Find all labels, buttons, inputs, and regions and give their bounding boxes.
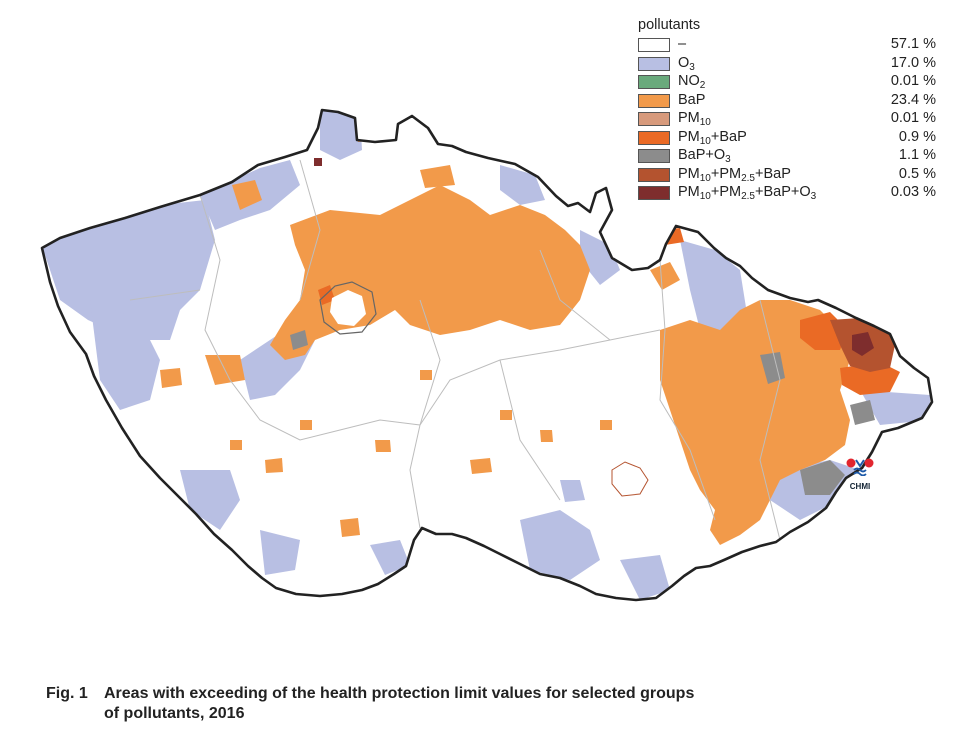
legend-swatch: [638, 112, 670, 126]
brno-boundary: [611, 461, 649, 497]
legend-percent: 0.01 %: [890, 73, 936, 89]
legend-percent: 0.01 %: [890, 110, 936, 126]
figure-caption: Fig. 1 Areas with exceeding of the health…: [46, 684, 694, 724]
legend-label: PM10+BaP: [678, 128, 747, 147]
pm10-pm25-bap-o3-areas: [852, 332, 874, 356]
caption-line-2: of pollutants, 2016: [104, 705, 245, 722]
legend-label: PM10+PM2.5+BaP: [678, 165, 791, 184]
legend-swatch: [638, 149, 670, 163]
prague-boundary: [319, 281, 377, 335]
pm10-pm25-bap-o3-spot: [314, 158, 322, 166]
legend-percent: 0.5 %: [898, 165, 936, 182]
legend-swatch: [638, 75, 670, 89]
legend-title: pollutants: [638, 17, 701, 33]
legend-swatch: [638, 38, 670, 52]
legend-item: BaP 23.4 %: [636, 92, 936, 111]
legend-label: O3: [678, 54, 695, 73]
legend-swatch: [638, 130, 670, 145]
caption-line-1: Areas with exceeding of the health prote…: [104, 685, 695, 702]
legend-item: PM10+PM2.5+BaP+O3 0.03 %: [636, 184, 936, 203]
legend-items: – 57.1 % O3 17.0 % NO2 0.01 % BaP 23.4 % PM10 0.0…: [636, 36, 936, 203]
legend-label: BaP: [678, 91, 706, 108]
legend-swatch: [638, 93, 670, 108]
region-boundaries: [129, 159, 781, 541]
legend-swatch: [638, 56, 670, 71]
prague-area: [330, 290, 366, 326]
legend-percent: 57.1 %: [890, 36, 936, 52]
chmi-logo-text: CHMI: [849, 482, 871, 491]
chmi-logo-icon: [846, 458, 874, 477]
legend-item: – 57.1 %: [636, 36, 936, 55]
legend-label: –: [678, 36, 687, 52]
legend-swatch: [638, 167, 670, 182]
legend-item: NO2 0.01 %: [636, 73, 936, 92]
legend-percent: 23.4 %: [890, 91, 936, 108]
legend-item: PM10+BaP 0.9 %: [636, 129, 936, 148]
legend-label: PM10: [678, 110, 711, 128]
legend-swatch: [638, 186, 670, 200]
legend: pollutants – 57.1 % O3 17.0 % NO2 0.01 % BaP 23…: [636, 14, 936, 203]
legend-percent: 0.9 %: [898, 128, 936, 145]
legend-percent: 17.0 %: [890, 54, 936, 71]
legend-label: PM10+PM2.5+BaP+O3: [678, 184, 817, 202]
legend-item: PM10 0.01 %: [636, 110, 936, 129]
legend-label: NO2: [678, 73, 706, 91]
chmi-logo: CHMI: [840, 456, 880, 491]
legend-item: BaP+O3 1.1 %: [636, 147, 936, 166]
legend-item: PM10+PM2.5+BaP 0.5 %: [636, 166, 936, 185]
legend-percent: 0.03 %: [890, 184, 936, 200]
legend-percent: 1.1 %: [898, 147, 936, 163]
legend-item: O3 17.0 %: [636, 55, 936, 74]
figure-number: Fig. 1: [46, 685, 88, 702]
bap-o3-areas: [290, 330, 875, 495]
legend-label: BaP+O3: [678, 147, 731, 165]
